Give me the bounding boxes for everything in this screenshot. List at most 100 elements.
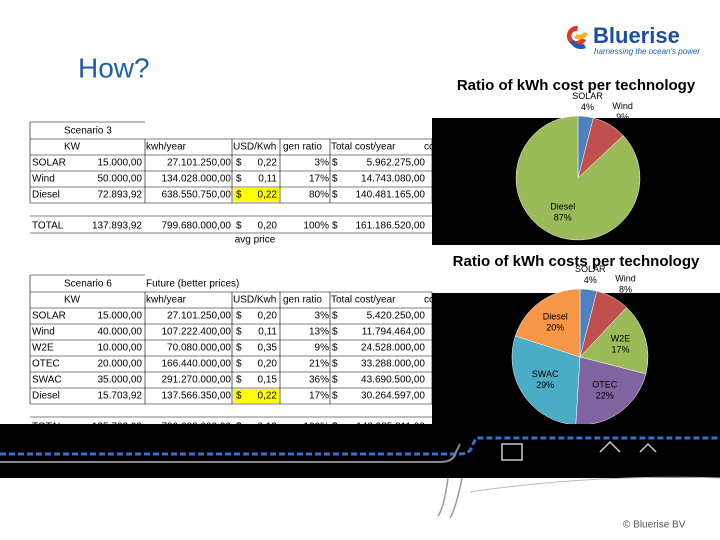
table-cell: W2E — [32, 343, 54, 354]
table-cell: $ — [236, 311, 242, 322]
highlight — [233, 188, 279, 202]
slice-value: 22% — [596, 390, 614, 400]
table-cell: $ — [236, 174, 242, 185]
decoration — [0, 424, 720, 519]
table-cell: 11.794.464,00 — [362, 327, 426, 338]
table-cell: 137.566.350,00 — [161, 391, 231, 402]
table-cell: $ — [332, 311, 338, 322]
table-cell: 0,35 — [258, 343, 278, 354]
charts: Ratio of kWh cost per technology SOLAR 4% W… — [432, 77, 720, 426]
slice-label: Wind — [615, 274, 636, 284]
table-cell: 24.528.000,00 — [361, 343, 425, 354]
pie-slice — [579, 307, 649, 375]
pipe-down — [437, 477, 463, 519]
pipeline — [0, 436, 720, 456]
total-cell: 137.893,92 — [92, 221, 142, 232]
logo: Bluerise harnessing the ocean's power — [566, 23, 700, 56]
logo-icon — [566, 25, 586, 46]
table-cell: $ — [332, 359, 338, 370]
table-cell: $ — [332, 375, 338, 386]
avg-price-note: avg price — [235, 235, 276, 246]
total-cell: $ — [332, 221, 338, 232]
black-band — [0, 424, 720, 478]
table-cell: 40.000,00 — [98, 327, 143, 338]
highlight — [233, 389, 279, 403]
table-cell: $ — [236, 375, 242, 386]
table-cell: 20.000,00 — [98, 359, 143, 370]
table-cell: 30.264.597,00 — [361, 391, 425, 402]
table-cell: 15.000,00 — [98, 158, 143, 169]
column-header: KW — [64, 295, 81, 306]
table-cell: $ — [236, 343, 242, 354]
tagline: harnessing the ocean's power — [594, 47, 700, 56]
table-cell: 27.101.250,00 — [167, 158, 231, 169]
table-cell: 5.420.250,00 — [367, 311, 426, 322]
table-cell: Diesel — [32, 391, 60, 402]
table-cell: 291.270.000,00 — [161, 375, 231, 386]
table-cell: 3% — [315, 311, 330, 322]
houses — [599, 440, 657, 453]
table-cell: 17% — [309, 174, 329, 185]
table-cell: 35.000,00 — [98, 375, 143, 386]
table-cell: $ — [332, 327, 338, 338]
table-cell: $ — [332, 174, 338, 185]
slice-value: 9% — [616, 112, 629, 122]
slice-value: 87% — [554, 213, 572, 223]
chart-title: Ratio of kWh cost per technology — [457, 77, 696, 94]
table-cell: 0,11 — [258, 327, 277, 338]
total-cell: 100% — [303, 221, 329, 232]
column-header: gen ratio — [283, 295, 322, 306]
slice-label: W2E — [611, 334, 631, 344]
slice-label: OTEC — [592, 379, 618, 389]
table-cell: Wind — [32, 174, 55, 185]
table-cell: 43.690.500,00 — [361, 375, 425, 386]
slide-title: How? — [78, 52, 150, 83]
slice-value: 29% — [536, 380, 554, 390]
table-cell: 17% — [309, 391, 329, 402]
table-cell: 13% — [309, 327, 329, 338]
total-cell: 799.680.000,00 — [161, 221, 231, 232]
table-cell: 107.222.400,00 — [161, 327, 231, 338]
table-cell: Diesel — [32, 190, 60, 201]
table-cell: 638.550.750,00 — [161, 190, 231, 201]
slice-value: 17% — [611, 345, 629, 355]
total-cell: 161.186.520,00 — [355, 221, 425, 232]
table-cell: SOLAR — [32, 158, 66, 169]
table-cell: 80% — [309, 190, 329, 201]
slice-value: 8% — [619, 285, 632, 295]
table-cell: 27.101.250,00 — [167, 311, 231, 322]
table-cell: $ — [332, 158, 338, 169]
table-cell: $ — [236, 359, 242, 370]
pie-slice — [511, 335, 581, 426]
table-cell: $ — [236, 190, 242, 201]
station — [501, 443, 523, 461]
table-title: Scenario 6 — [64, 279, 112, 290]
table-cell: Wind — [32, 327, 55, 338]
table-cell: 0,11 — [258, 174, 277, 185]
column-header: gen ratio — [283, 142, 322, 153]
table-cell: 14.743.080,00 — [361, 174, 425, 185]
table-cell: $ — [236, 158, 242, 169]
column-header: kwh/year — [146, 295, 187, 306]
table-cell: 9% — [315, 343, 330, 354]
total-cell: $ — [236, 221, 242, 232]
slice-label: Diesel — [550, 202, 575, 212]
table-cell: 140.481.165,00 — [355, 190, 425, 201]
table-cell: 0,22 — [258, 391, 278, 402]
table-subtitle: Future (better prices) — [146, 279, 239, 290]
slice-value: 4% — [581, 102, 594, 112]
table-cell: SOLAR — [32, 311, 66, 322]
table-cell: 0,20 — [258, 359, 278, 370]
table-cell: 36% — [309, 375, 329, 386]
table-cell: 134.028.000,00 — [161, 174, 231, 185]
table-cell: 70.080.000,00 — [167, 343, 231, 354]
brand: Bluerise — [593, 23, 680, 48]
slice-label: SOLAR — [575, 264, 606, 274]
slice-label: Diesel — [543, 311, 568, 321]
table-cell: 3% — [315, 158, 330, 169]
table-cell: 0,22 — [258, 158, 278, 169]
column-header: KW — [64, 142, 81, 153]
slice-label: Wind — [612, 101, 633, 111]
footer: © Bluerise BV — [623, 520, 686, 531]
